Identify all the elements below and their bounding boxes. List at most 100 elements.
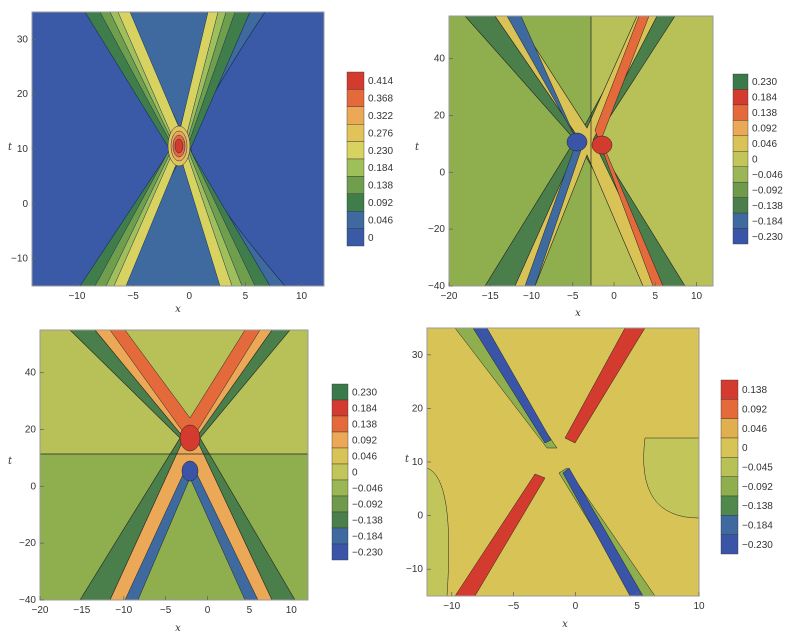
legend-swatch: [720, 534, 739, 555]
legend-label: −0.184: [742, 521, 773, 532]
legend-label: −0.092: [352, 500, 383, 511]
contour-panel-1: −10 −5 0 5 10 −10 0 10 20 30 x t 0.414 0.368 0.322…: [8, 11, 393, 315]
x-tick-label: 10: [296, 291, 308, 302]
legend-swatch: [331, 399, 349, 417]
plot-frame: [448, 15, 714, 287]
legend-swatch: [331, 383, 349, 401]
legend-label: −0.045: [742, 463, 773, 474]
y-axis: −40 −20 0 20 40: [19, 368, 44, 606]
x-tick-label: −5: [127, 291, 139, 302]
legend: 0.230 0.184 0.138 0.092 0.046 0 −0.046 −0.092 −0…: [732, 73, 783, 245]
legend-swatch: [732, 120, 749, 137]
legend-swatch: [720, 495, 739, 516]
x-axis: −20 −15 −10 −5 0 5 10: [32, 596, 298, 616]
y-tick-label: 10: [17, 144, 29, 155]
legend-label: 0.046: [742, 424, 767, 435]
y-tick-label: 0: [22, 199, 28, 210]
legend-swatch: [331, 447, 349, 465]
legend-swatch: [720, 379, 739, 400]
legend-swatch: [346, 158, 365, 177]
extremum-min: [181, 460, 199, 482]
x-axis-label: x: [562, 619, 568, 630]
legend: 0.414 0.368 0.322 0.276 0.230 0.184 0.138 0.092…: [346, 71, 393, 247]
legend-label: −0.092: [742, 482, 773, 493]
legend-swatch: [331, 415, 349, 433]
y-tick-label: 30: [412, 350, 424, 361]
y-axis: −10 0 10 20 30: [11, 34, 36, 265]
legend-swatch: [732, 135, 749, 152]
x-axis: −20 −15 −10 −5 0 5 10: [441, 282, 703, 302]
x-axis-label: x: [175, 304, 181, 315]
legend-swatch: [331, 495, 349, 513]
x-tick-label: −15: [482, 291, 499, 302]
legend-label: 0.230: [368, 146, 393, 157]
x-tick-label: 10: [286, 605, 298, 616]
legend-swatch: [331, 479, 349, 497]
plot-area: [449, 16, 713, 286]
legend-swatch: [720, 457, 739, 477]
y-tick-label: 30: [17, 34, 29, 45]
y-tick-label: −20: [428, 224, 445, 235]
x-tick-label: 0: [205, 605, 211, 616]
x-tick-label: −5: [160, 605, 172, 616]
y-tick-label: 0: [30, 481, 36, 492]
legend: 0.138 0.092 0.046 0 −0.045 −0.092 −0.138 −0.184…: [720, 379, 773, 555]
legend-swatch: [732, 212, 749, 229]
legend-swatch: [720, 437, 739, 458]
legend-swatch: [720, 515, 739, 535]
y-axis-label: t: [8, 142, 13, 153]
legend-label: 0: [742, 443, 748, 454]
legend-swatch: [732, 197, 749, 214]
legend-label: 0.184: [752, 93, 777, 104]
legend-swatch: [720, 399, 739, 419]
legend-swatch: [732, 104, 749, 121]
x-tick-label: −5: [567, 291, 579, 302]
y-tick-label: 20: [434, 110, 446, 121]
x-tick-label: 10: [691, 291, 703, 302]
x-tick-label: −5: [508, 601, 520, 612]
y-tick-label: −20: [19, 538, 36, 549]
legend-label: 0.276: [368, 128, 393, 139]
legend-label: −0.230: [742, 540, 773, 551]
legend-label: −0.230: [352, 548, 383, 559]
x-tick-label: 5: [243, 291, 249, 302]
plot-area: [40, 330, 308, 600]
x-tick-label: 0: [573, 601, 579, 612]
legend-label: 0.230: [352, 388, 377, 399]
legend-label: 0.368: [368, 94, 393, 105]
y-axis-label: t: [415, 142, 420, 153]
y-tick-label: 40: [25, 368, 37, 379]
x-tick-label: 5: [652, 291, 658, 302]
legend-label: −0.184: [752, 216, 783, 227]
legend-swatch: [732, 73, 749, 90]
legend-label: −0.092: [752, 185, 783, 196]
x-tick-label: −10: [68, 291, 85, 302]
contour-band-red-upper: [564, 328, 646, 444]
legend-label: 0.046: [352, 452, 377, 463]
y-tick-label: 0: [417, 511, 423, 522]
legend-swatch: [346, 193, 365, 212]
legend-swatch: [732, 151, 749, 167]
plot-area: [427, 328, 699, 596]
x-axis-label: x: [175, 623, 181, 634]
legend-swatch: [331, 511, 349, 529]
y-tick-label: 40: [434, 54, 446, 65]
legend-label: 0.046: [752, 139, 777, 150]
legend-label: 0.322: [368, 111, 393, 122]
legend-swatch: [732, 89, 749, 106]
y-tick-label: 20: [412, 403, 424, 414]
legend-swatch: [331, 527, 349, 545]
legend-label: −0.046: [352, 484, 383, 495]
x-tick-label: 0: [611, 291, 617, 302]
legend: 0.230 0.184 0.138 0.092 0.046 0 −0.046 −0.092 −0…: [331, 383, 383, 561]
legend-label: −0.046: [752, 170, 783, 181]
y-tick-label: 10: [412, 457, 424, 468]
legend-label: 0.092: [352, 436, 377, 447]
legend-label: 0.230: [752, 77, 777, 88]
y-tick-label: 20: [25, 424, 37, 435]
x-axis: −10 −5 0 5 10: [443, 592, 705, 612]
legend-swatch: [720, 418, 739, 439]
y-tick-label: −40: [428, 281, 445, 292]
x-tick-label: 5: [247, 605, 253, 616]
